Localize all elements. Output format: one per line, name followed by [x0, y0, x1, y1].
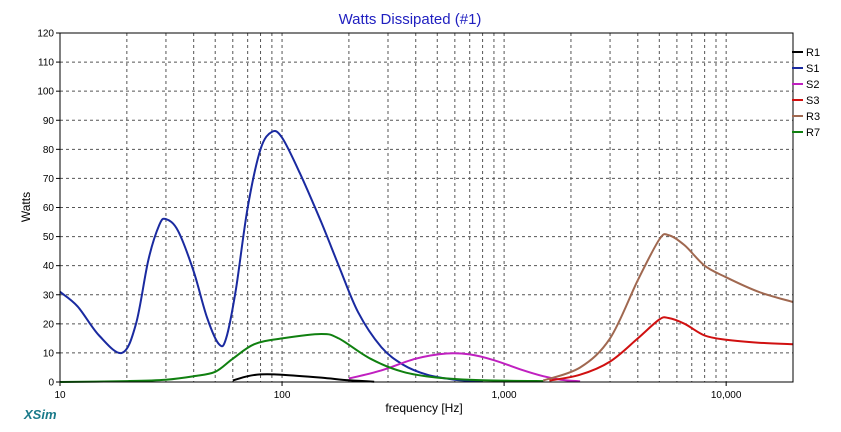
- grid: [60, 33, 793, 382]
- x-tick-label: 10,000: [711, 390, 742, 401]
- y-axis-label: Watts: [19, 192, 33, 222]
- y-tick-label: 80: [43, 145, 55, 156]
- plot-frame: [59, 32, 794, 383]
- y-tick-label: 40: [43, 261, 55, 272]
- chart-title: Watts Dissipated (#1): [339, 11, 482, 28]
- y-tick-label: 120: [37, 29, 54, 40]
- legend-label-s1: S1: [806, 63, 819, 75]
- series-line-s1: [59, 130, 483, 383]
- series-line-r1: [232, 373, 375, 383]
- y-tick-label: 100: [37, 87, 54, 98]
- series-line-s3: [549, 316, 794, 382]
- series-line-r3: [542, 233, 794, 382]
- y-tick-label: 0: [48, 378, 54, 389]
- y-tick-label: 110: [38, 58, 54, 69]
- x-axis-label: frequency [Hz]: [385, 401, 462, 415]
- y-tick-label: 60: [43, 203, 55, 214]
- series-line-s2: [348, 352, 581, 383]
- legend-label-r7: R7: [806, 127, 820, 139]
- series-line-r7: [59, 332, 544, 383]
- xsim-logo: XSim: [23, 407, 57, 422]
- x-tick-label: 1,000: [492, 390, 517, 401]
- y-tick-label: 30: [43, 290, 55, 301]
- legend: R1 S1 S2 S3 R3 R7: [792, 47, 820, 139]
- y-tick-label: 10: [43, 348, 55, 359]
- legend-label-r3: R3: [806, 111, 820, 123]
- legend-label-r1: R1: [806, 47, 820, 59]
- x-tick-label: 10: [54, 390, 66, 401]
- y-tick-label: 50: [43, 232, 55, 243]
- legend-label-s3: S3: [806, 95, 819, 107]
- y-tick-label: 20: [43, 319, 55, 330]
- y-tick-label: 90: [43, 116, 55, 127]
- y-tick-label: 70: [43, 174, 55, 185]
- series-lines: [59, 130, 794, 383]
- legend-label-s2: S2: [806, 79, 819, 91]
- x-tick-label: 100: [274, 390, 291, 401]
